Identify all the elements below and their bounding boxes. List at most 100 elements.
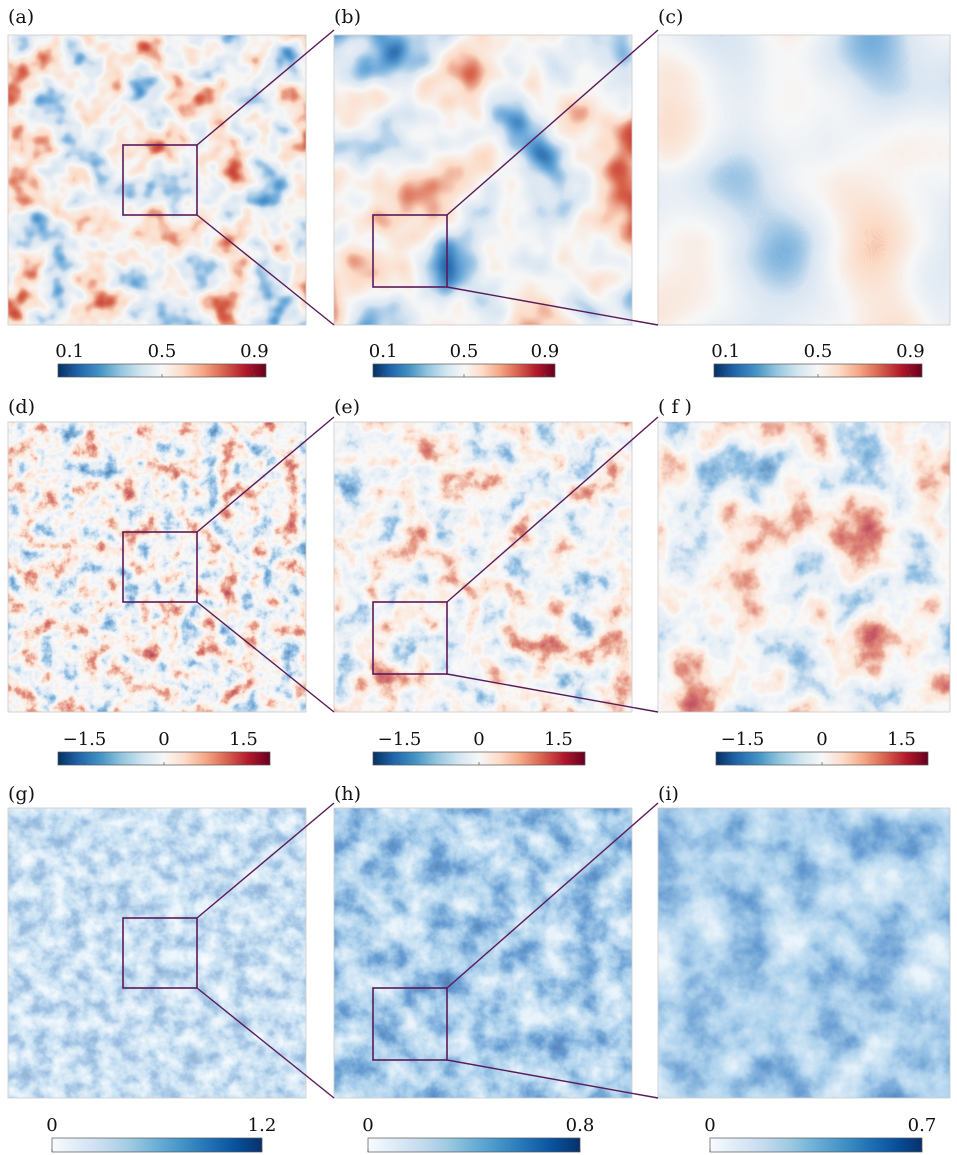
- colorbar-d-tick-high: 1.5: [229, 729, 258, 750]
- zoom-connector: [446, 802, 659, 989]
- colorbar-a-tick-high: 0.9: [240, 341, 269, 362]
- colorbar-f-tick-low: −1.5: [721, 729, 765, 750]
- field-fade-overlay: [334, 808, 632, 1098]
- panel-label-h: (h): [334, 783, 361, 805]
- map-frame: [333, 807, 633, 1099]
- colorbar-c: 0.1 0.5 0.9: [711, 341, 925, 378]
- colorbar-h-tick-low: 0: [362, 1115, 373, 1136]
- colorbar-g: 0 1.2: [46, 1115, 277, 1153]
- colorbar-d-tick-mid: 0: [158, 729, 169, 750]
- colorbar-i: 0 0.7: [704, 1115, 937, 1153]
- zoom-indicators: [122, 29, 659, 1099]
- field-fade-overlay: [8, 422, 306, 712]
- zoom-box-middle: [372, 214, 448, 288]
- field-fade-overlay: [658, 808, 950, 1098]
- panel-c: (c) 0.1 0.5 0.9: [657, 6, 951, 378]
- vorticity-field-map-e: [333, 421, 633, 713]
- panel-i: (i) 0 0.7: [657, 783, 951, 1153]
- colorbar-c-tick-high: 0.9: [896, 341, 925, 362]
- panel-g: (g) 0 1.2: [7, 783, 307, 1153]
- field-texture: [8, 35, 306, 325]
- magnitude-field-map-h: [333, 807, 633, 1099]
- colorbar-a: 0.1 0.5 0.9: [55, 341, 269, 378]
- scalar-field-map-b: [333, 34, 633, 326]
- colorbar-e-tick-mid: 0: [473, 729, 484, 750]
- colorbar-g-tick-low: 0: [46, 1115, 57, 1136]
- panel-f: ( f ) −1.5 0 1.5: [657, 396, 951, 766]
- zoom-connector: [446, 416, 659, 603]
- map-frame: [7, 807, 307, 1099]
- colorbar-f: −1.5 0 1.5: [715, 729, 929, 766]
- field-texture: [334, 808, 632, 1098]
- colorbar-c-tick-low: 0.1: [711, 341, 740, 362]
- map-frame: [657, 34, 951, 326]
- panel-label-d: (d): [8, 396, 35, 418]
- colorbar-i-tick-high: 0.7: [908, 1115, 937, 1136]
- map-frame: [7, 421, 307, 713]
- zoom-box-middle: [372, 601, 448, 675]
- zoom-box-left: [122, 144, 198, 216]
- panel-label-b: (b): [334, 6, 361, 28]
- map-frame: [333, 34, 633, 326]
- field-texture: [8, 422, 306, 712]
- colorbar-b: 0.1 0.5 0.9: [369, 341, 560, 378]
- panel-label-i: (i): [658, 783, 679, 805]
- zoom-connector: [446, 1059, 659, 1099]
- panel-a: (a) 0.1 0.5 0.9: [7, 6, 307, 378]
- colorbar-i-tick-low: 0: [704, 1115, 715, 1136]
- colorbar-d-tick-low: −1.5: [63, 729, 107, 750]
- panel-label-f: ( f ): [658, 396, 692, 418]
- field-fade-overlay: [658, 422, 950, 712]
- zoom-connector: [446, 673, 659, 713]
- field-texture: [334, 35, 632, 325]
- zoom-box-left: [122, 531, 198, 603]
- colorbar-g-tick-high: 1.2: [248, 1115, 277, 1136]
- vorticity-field-map-f: [657, 421, 951, 713]
- colorbar-b-tick-mid: 0.5: [450, 341, 479, 362]
- colorbar-e: −1.5 0 1.5: [372, 729, 586, 766]
- zoom-box-left: [122, 917, 198, 989]
- field-texture: [658, 422, 950, 712]
- scalar-field-map-a: [7, 34, 307, 326]
- field-texture: [334, 422, 632, 712]
- colorbar-a-tick-low: 0.1: [55, 341, 84, 362]
- panel-label-c: (c): [658, 6, 683, 28]
- zoom-connector: [196, 802, 335, 919]
- map-frame: [657, 421, 951, 713]
- panel-b: (b) 0.1 0.5 0.9: [333, 6, 633, 378]
- colorbar-b-tick-high: 0.9: [531, 341, 560, 362]
- colorbar-f-tick-high: 1.5: [887, 729, 916, 750]
- colorbar-gradient: [367, 1137, 581, 1153]
- colorbar-d: −1.5 0 1.5: [57, 729, 271, 766]
- magnitude-field-map-g: [7, 807, 307, 1099]
- map-frame: [7, 34, 307, 326]
- field-fade-overlay: [334, 422, 632, 712]
- map-frame: [333, 421, 633, 713]
- zoom-connector: [196, 416, 335, 533]
- field-texture: [658, 808, 950, 1098]
- zoom-connector: [196, 987, 335, 1099]
- colorbar-gradient: [709, 1137, 923, 1153]
- panel-label-e: (e): [334, 396, 360, 418]
- zoom-box-middle: [372, 987, 448, 1061]
- colorbar-e-tick-high: 1.5: [544, 729, 573, 750]
- magnitude-field-map-i: [657, 807, 951, 1099]
- field-fade-overlay: [8, 808, 306, 1098]
- panel-d: (d) −1.5 0 1.5: [7, 396, 307, 766]
- colorbar-e-tick-low: −1.5: [378, 729, 422, 750]
- colorbar-h-tick-high: 0.8: [566, 1115, 595, 1136]
- zoom-connector: [196, 29, 335, 146]
- panel-h: (h) 0 0.8: [333, 783, 633, 1153]
- panel-e: (e) −1.5 0 1.5: [333, 396, 633, 766]
- scalar-field-map-c: [657, 34, 951, 326]
- zoom-connector: [196, 214, 335, 326]
- colorbar-h: 0 0.8: [362, 1115, 595, 1153]
- vorticity-field-map-d: [7, 421, 307, 713]
- zoom-connector: [446, 286, 659, 326]
- colorbar-gradient: [51, 1137, 263, 1153]
- panel-label-a: (a): [8, 6, 34, 28]
- zoom-connector: [196, 601, 335, 713]
- zoom-connector: [446, 29, 659, 216]
- colorbar-a-tick-mid: 0.5: [148, 341, 177, 362]
- colorbar-b-tick-low: 0.1: [369, 341, 398, 362]
